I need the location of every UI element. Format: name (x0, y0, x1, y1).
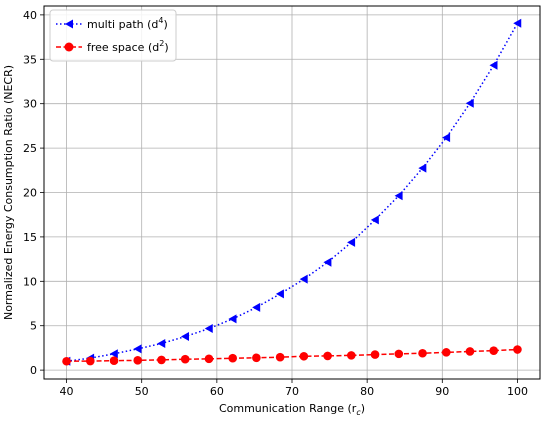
series-1-point-15 (418, 348, 427, 358)
y-tick-label-15: 15 (23, 231, 37, 244)
series-1-point-9 (275, 352, 285, 362)
y-tick-label-20: 20 (23, 187, 37, 200)
y-tick-label-30: 30 (23, 98, 37, 111)
series-0-point-15 (418, 163, 427, 173)
legend-item-free-space: free space (d2) (56, 39, 169, 54)
series-0-point-10 (299, 274, 308, 284)
series-0-point-9 (275, 289, 284, 299)
y-axis-label: Normalized Energy Consumption Ratio (NEC… (2, 65, 15, 320)
series-1-point-8 (252, 353, 261, 363)
y-tick-label-35: 35 (23, 53, 37, 66)
series-0-point-13 (370, 215, 379, 225)
series-1-point-10 (299, 351, 309, 361)
legend-marker-circle (64, 42, 74, 52)
x-tick-label-60: 60 (210, 385, 224, 398)
x-tick-label-90: 90 (435, 385, 449, 398)
axis-ticks: 40 50 60 70 80 90 100 0 5 10 15 20 25 30 35 40 (23, 9, 528, 398)
series-1-point-14 (394, 349, 404, 359)
series-0-point-17 (465, 98, 474, 108)
series-1-point-18 (489, 346, 499, 355)
y-tick-label-0: 0 (30, 364, 37, 377)
legend-marker-triangle-left (65, 19, 73, 29)
series-1-point-2 (109, 356, 119, 366)
series-0-point-7 (228, 314, 237, 324)
series-0-point-5 (181, 332, 190, 342)
legend-box (49, 9, 177, 62)
series-0-point-6 (204, 324, 213, 334)
series-0-point-4 (157, 338, 166, 348)
x-tick-label-100: 100 (507, 385, 528, 398)
legend: multi path (d4) free space (d2) (49, 9, 177, 62)
series-markers (62, 18, 522, 366)
series-0-point-3 (133, 344, 142, 354)
series-0-point-18 (489, 60, 498, 70)
series-1-point-0 (62, 356, 71, 366)
series-0-point-12 (347, 237, 356, 247)
x-tick-label-50: 50 (135, 385, 149, 398)
x-tick-label-80: 80 (360, 385, 374, 398)
legend-item-multi-path: multi path (d4) (56, 16, 168, 31)
series-1-point-3 (133, 356, 143, 365)
x-axis-label: Communication Range (rc) (219, 402, 365, 417)
series-0-point-19 (513, 18, 522, 28)
y-tick-label-5: 5 (30, 320, 37, 333)
legend-label-multi-path: multi path (d4) (87, 16, 168, 31)
series-1-point-17 (465, 347, 475, 356)
series-0-point-11 (323, 257, 332, 267)
series-1-point-11 (323, 351, 332, 361)
series-1-point-16 (441, 348, 451, 357)
x-tick-label-40: 40 (60, 385, 74, 398)
series-1-point-13 (370, 350, 380, 359)
grid-lines (44, 6, 540, 379)
legend-label-free-space: free space (d2) (87, 39, 169, 54)
series-line-0 (66, 22, 519, 362)
series-1-point-6 (204, 354, 214, 364)
series-1-point-4 (157, 355, 166, 365)
series-0-point-14 (394, 191, 403, 201)
y-tick-label-10: 10 (23, 275, 37, 288)
series-0-point-8 (252, 302, 261, 312)
y-tick-label-40: 40 (23, 9, 37, 22)
series-1-point-5 (180, 354, 190, 364)
series-1-point-1 (85, 356, 95, 366)
series-0-point-2 (109, 349, 118, 359)
x-tick-label-70: 70 (285, 385, 299, 398)
series-1-point-12 (346, 351, 356, 360)
series-1-point-19 (513, 345, 522, 354)
y-tick-label-25: 25 (23, 142, 37, 155)
series-0-point-16 (442, 133, 451, 143)
series-1-point-7 (228, 353, 238, 363)
